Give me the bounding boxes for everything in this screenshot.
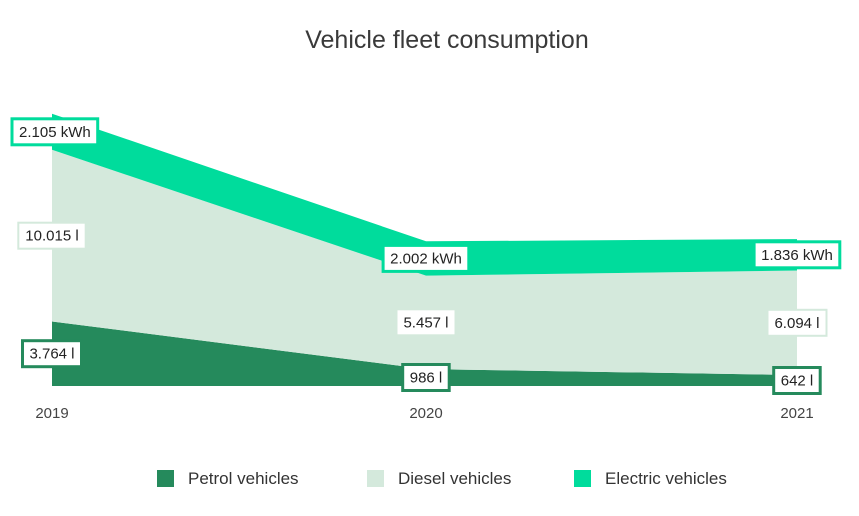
data-label-text: 6.094 l [774, 315, 819, 332]
chart-title: Vehicle fleet consumption [305, 26, 589, 54]
data-label-box [752, 240, 842, 270]
legend-label: Diesel vehicles [398, 469, 511, 488]
data-label: 1.836 kWh [752, 240, 842, 270]
legend-label: Electric vehicles [605, 469, 727, 488]
data-label-text: 2.002 kWh [390, 250, 462, 267]
x-tick-label: 2021 [780, 405, 813, 422]
data-label: 642 l [772, 366, 822, 395]
data-label: 986 l [401, 363, 451, 392]
data-label-text: 642 l [781, 373, 814, 390]
data-label-box [766, 308, 828, 337]
data-label-box [395, 308, 457, 337]
legend-item: Petrol vehicles [157, 469, 299, 488]
x-axis-ticks: 2019 2020 2021 [35, 405, 813, 422]
legend-item: Electric vehicles [574, 469, 727, 488]
data-label-box [401, 363, 451, 392]
data-label-box [772, 366, 822, 395]
data-label-text: 986 l [410, 370, 443, 387]
x-tick-label: 2019 [35, 405, 68, 422]
legend-swatch [574, 470, 591, 487]
legend-item: Diesel vehicles [367, 469, 511, 488]
data-label: 10.015 l [17, 221, 87, 250]
area-layers [52, 113, 797, 386]
data-label-box [10, 117, 100, 147]
area-electric-vehicles [52, 113, 797, 276]
area-diesel-vehicles [52, 149, 797, 375]
data-label: 5.457 l [395, 308, 457, 337]
data-label-text: 5.457 l [403, 314, 448, 331]
data-label-box [21, 339, 83, 369]
x-tick-label: 2020 [409, 405, 442, 422]
data-label: 2.105 kWh [10, 117, 100, 147]
area-petrol-vehicles [52, 321, 797, 386]
data-label-box [17, 221, 87, 250]
legend-swatch [367, 470, 384, 487]
data-label-text: 3.764 l [29, 346, 74, 363]
legend-label: Petrol vehicles [188, 469, 299, 488]
legend: Petrol vehicles Diesel vehicles Electric v… [157, 469, 727, 488]
data-label-text: 1.836 kWh [761, 247, 833, 264]
data-label-box [381, 243, 471, 273]
data-label: 2.002 kWh [381, 243, 471, 273]
data-labels: 3.764 l 986 l 642 l 10.015 l 5.457 l 6.094 l 2… [10, 117, 842, 395]
data-label-text: 2.105 kWh [19, 124, 91, 141]
legend-swatch [157, 470, 174, 487]
data-label: 3.764 l [21, 339, 83, 369]
data-label: 6.094 l [766, 308, 828, 337]
data-label-text: 10.015 l [25, 228, 78, 245]
